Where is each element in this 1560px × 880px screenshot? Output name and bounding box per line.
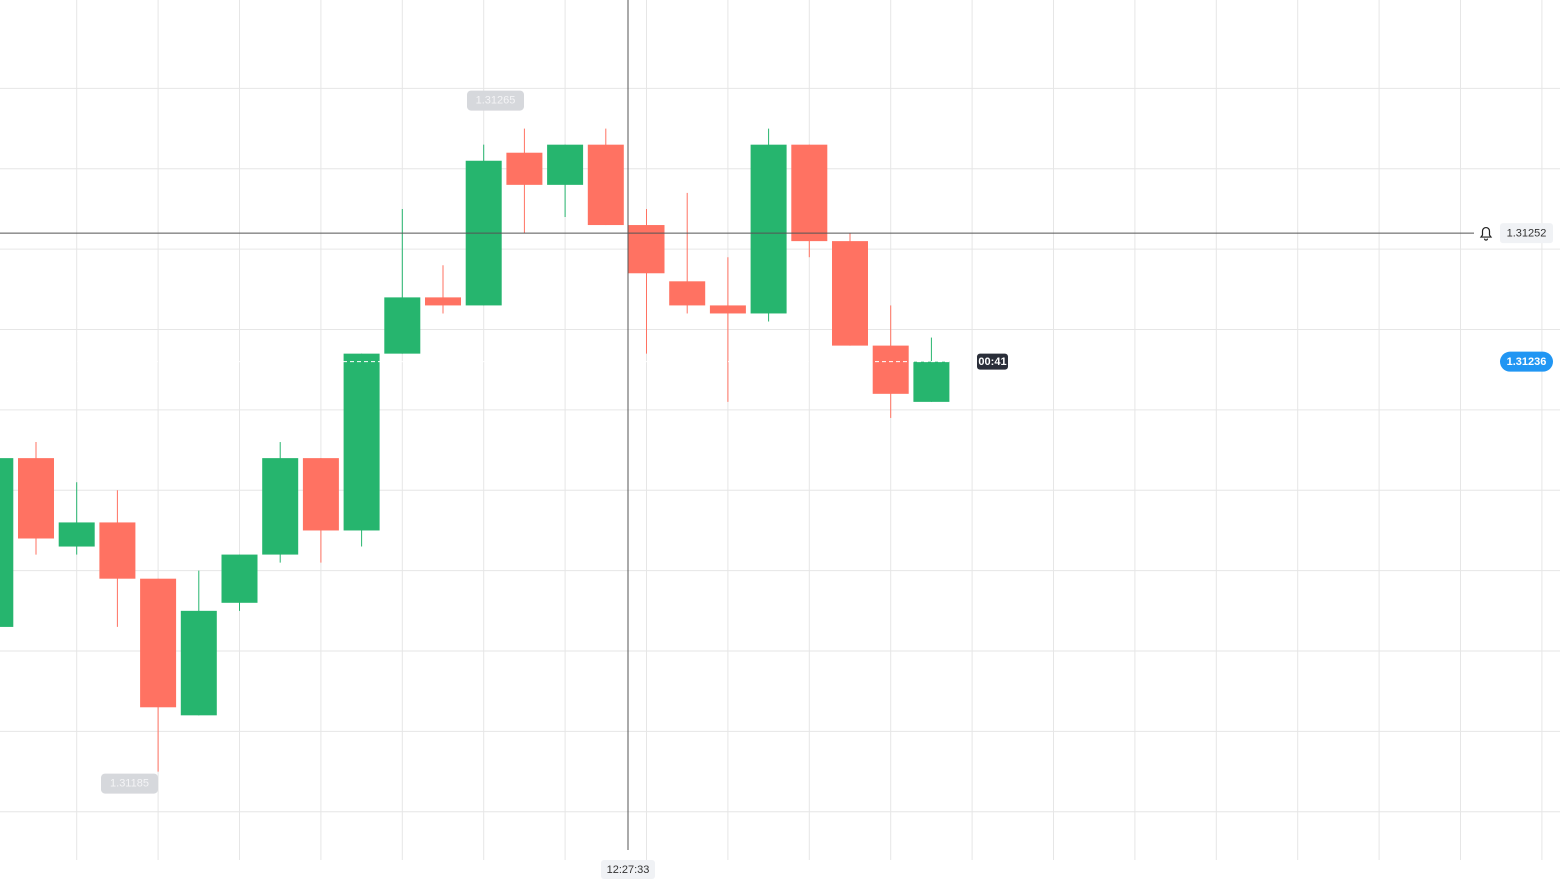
grid [0,0,1560,860]
candle-body [180,610,217,716]
min-label: 1.31185 [110,777,149,789]
crosshair-price-box [1500,223,1553,244]
alert-bell-icon[interactable] [1479,226,1493,241]
candle-body [58,522,95,547]
max-label: 1.31265 [476,95,516,107]
candle-body [872,345,909,394]
candle-body [140,578,177,708]
candle-body [791,144,828,242]
candle-body [262,458,299,555]
candle-body [302,458,339,531]
alert-button-box[interactable] [1474,223,1498,244]
candle-body [425,297,461,306]
crosshair-price: 1.31252 [1507,227,1547,239]
countdown-box [977,353,1008,370]
max-label-box [467,90,524,111]
candle-body [18,458,54,539]
candle-body [709,305,746,314]
current-price-badge [1500,351,1553,372]
candle-body [384,297,421,354]
candle-body [506,152,543,185]
countdown: 00:41 [978,356,1006,368]
candle-body [547,144,584,185]
min-label-box [101,773,158,794]
candle-body [0,458,14,627]
candle-body [343,353,380,531]
candle-body [750,144,787,314]
candle-body [832,241,868,346]
crosshair-time: 12:27:33 [607,864,650,876]
candle-body [587,144,624,226]
candle-body [628,225,665,274]
candle-body [221,554,258,603]
crosshair-time-box [601,860,655,879]
current-price: 1.31236 [1507,356,1547,368]
candle-body [99,522,136,579]
candle-body [913,361,950,402]
candle-body [669,281,706,306]
